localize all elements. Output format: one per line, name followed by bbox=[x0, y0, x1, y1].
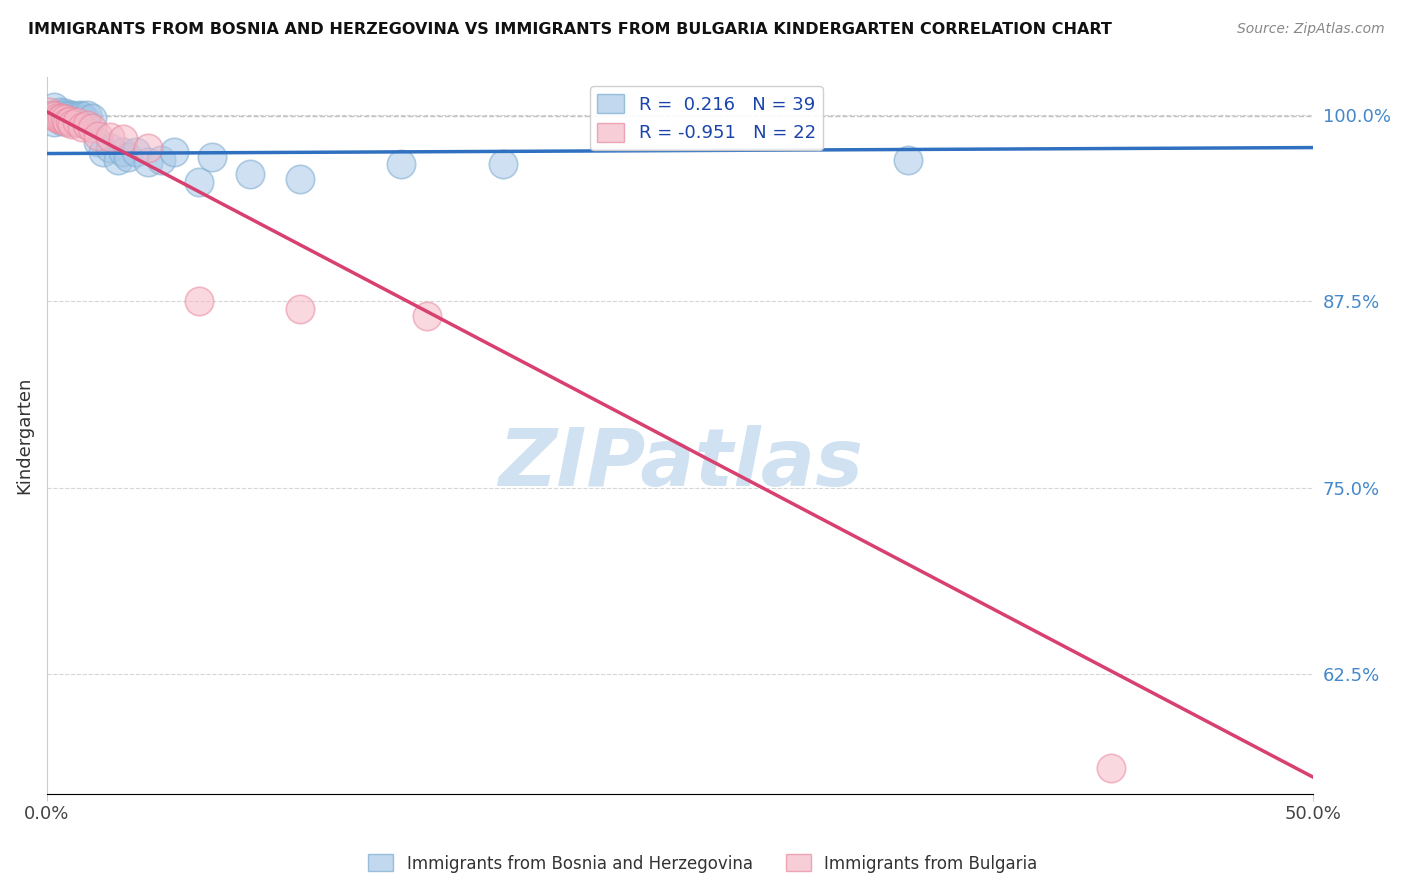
Text: ZIPatlas: ZIPatlas bbox=[498, 425, 863, 503]
Point bbox=[136, 140, 159, 154]
Legend: Immigrants from Bosnia and Herzegovina, Immigrants from Bulgaria: Immigrants from Bosnia and Herzegovina, … bbox=[361, 847, 1045, 880]
Point bbox=[86, 135, 108, 149]
Point bbox=[46, 108, 69, 122]
Point bbox=[56, 109, 79, 123]
Point bbox=[53, 112, 76, 127]
Point bbox=[51, 111, 73, 125]
Text: IMMIGRANTS FROM BOSNIA AND HERZEGOVINA VS IMMIGRANTS FROM BULGARIA KINDERGARTEN : IMMIGRANTS FROM BOSNIA AND HERZEGOVINA V… bbox=[28, 22, 1112, 37]
Point bbox=[69, 108, 91, 122]
Point bbox=[1099, 761, 1122, 775]
Point bbox=[82, 121, 104, 136]
Point bbox=[48, 112, 70, 127]
Point bbox=[56, 108, 79, 122]
Point bbox=[41, 108, 63, 122]
Legend: R =  0.216   N = 39, R = -0.951   N = 22: R = 0.216 N = 39, R = -0.951 N = 22 bbox=[591, 87, 823, 150]
Point bbox=[73, 112, 96, 127]
Point bbox=[66, 115, 89, 129]
Point bbox=[63, 109, 86, 123]
Point bbox=[288, 172, 311, 186]
Point bbox=[117, 149, 139, 163]
Point bbox=[288, 301, 311, 316]
Point bbox=[76, 108, 98, 122]
Point bbox=[98, 140, 121, 154]
Point bbox=[86, 128, 108, 143]
Point bbox=[238, 168, 260, 182]
Text: Source: ZipAtlas.com: Source: ZipAtlas.com bbox=[1237, 22, 1385, 37]
Point bbox=[76, 118, 98, 132]
Point bbox=[107, 153, 129, 167]
Point bbox=[416, 309, 439, 323]
Point bbox=[391, 157, 413, 171]
Point bbox=[51, 113, 73, 128]
Point bbox=[44, 115, 66, 129]
Point bbox=[60, 115, 83, 129]
Point bbox=[82, 111, 104, 125]
Point bbox=[60, 108, 83, 122]
Point bbox=[136, 155, 159, 169]
Point bbox=[98, 130, 121, 145]
Point bbox=[46, 111, 69, 125]
Point bbox=[492, 157, 515, 171]
Point bbox=[44, 109, 66, 123]
Point bbox=[162, 145, 184, 159]
Point bbox=[59, 113, 82, 128]
Point bbox=[187, 175, 209, 189]
Point bbox=[44, 100, 66, 114]
Y-axis label: Kindergarten: Kindergarten bbox=[15, 376, 32, 494]
Point bbox=[38, 104, 60, 119]
Point bbox=[56, 115, 79, 129]
Point bbox=[111, 131, 134, 145]
Point bbox=[91, 145, 114, 159]
Point bbox=[53, 112, 76, 127]
Point bbox=[187, 294, 209, 309]
Point bbox=[48, 111, 70, 125]
Point bbox=[124, 145, 146, 159]
Point bbox=[897, 153, 920, 167]
Point bbox=[59, 111, 82, 125]
Point bbox=[60, 117, 83, 131]
Point bbox=[72, 109, 94, 123]
Point bbox=[41, 108, 63, 122]
Point bbox=[53, 106, 76, 120]
Point bbox=[200, 149, 222, 163]
Point bbox=[66, 112, 89, 127]
Point bbox=[51, 108, 73, 122]
Point bbox=[72, 120, 94, 134]
Point bbox=[149, 153, 172, 167]
Point bbox=[111, 145, 134, 159]
Point bbox=[48, 104, 70, 119]
